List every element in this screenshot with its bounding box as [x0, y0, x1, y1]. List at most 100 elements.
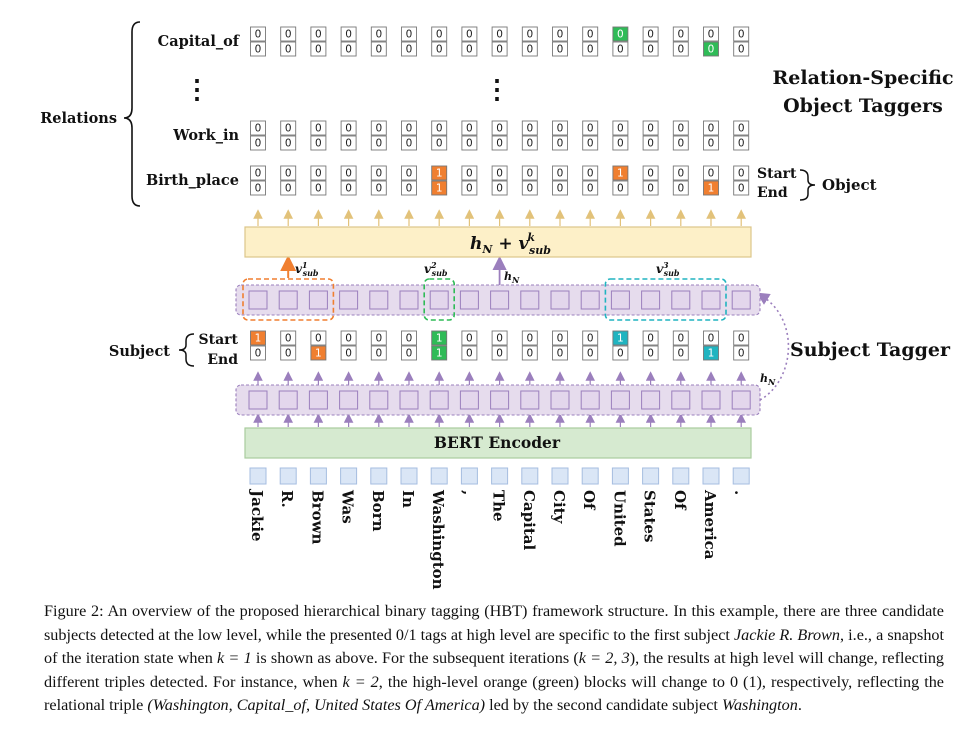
- tag-value: 0: [406, 168, 413, 180]
- token-embedding: [249, 467, 267, 485]
- tag-value: 0: [617, 29, 624, 41]
- tag-value: 1: [436, 333, 443, 345]
- relation-end-tag: 0: [521, 135, 538, 151]
- relation-end-tag: 0: [642, 180, 659, 196]
- tag-value: 0: [708, 29, 715, 41]
- caption-math: k = 2: [342, 672, 379, 691]
- relation-end-tag: 0: [612, 135, 629, 151]
- token-embedding: [702, 467, 720, 485]
- token-label: Was: [339, 489, 357, 524]
- token-embedding: [611, 467, 629, 485]
- subject-end-tag: 0: [250, 345, 266, 361]
- caption-part: , i.e., a snapshot of the iteration stat…: [44, 625, 945, 668]
- relation-start-tag: 0: [491, 26, 508, 42]
- tag-value: 0: [496, 29, 503, 41]
- tag-value: 0: [466, 29, 473, 41]
- vdots-center: ⋮: [484, 75, 510, 105]
- caption-part: , the high-level orange (green) blocks w…: [44, 672, 944, 715]
- tag-value: 1: [617, 168, 624, 180]
- tag-value: 0: [557, 138, 564, 150]
- token-label: Of: [671, 490, 689, 511]
- relation-end-tag: 0: [310, 180, 327, 196]
- candidate-subject-1-box: [242, 278, 335, 321]
- subject-start-tag: 0: [401, 330, 417, 346]
- relation-end-tag: 0: [491, 180, 508, 196]
- relation-name: Birth_place: [146, 172, 239, 189]
- subject-end-tag: 1: [703, 345, 719, 361]
- tag-value: 0: [466, 44, 473, 56]
- subject-brace: [178, 333, 195, 367]
- subject-start-tag: 0: [552, 330, 568, 346]
- tag-value: 0: [738, 138, 745, 150]
- subject-start-tag: 0: [672, 330, 689, 346]
- relation-end-tag: 0: [672, 41, 689, 57]
- relation-start-tag: 0: [401, 165, 417, 181]
- relation-end-tag: 0: [401, 180, 417, 196]
- tag-value: 0: [587, 44, 594, 56]
- tag-value: 0: [496, 123, 503, 135]
- tag-value: 0: [345, 29, 352, 41]
- tag-value: 0: [708, 138, 715, 150]
- tag-value: 0: [345, 138, 352, 150]
- tag-value: 0: [677, 333, 684, 345]
- hidden-state-cell: [248, 390, 268, 410]
- hidden-state-cell: [520, 390, 540, 410]
- relation-end-tag: 0: [612, 180, 629, 196]
- hidden-state-cell: [731, 390, 751, 410]
- subject-end-tag: 0: [582, 345, 599, 361]
- tag-value: 0: [587, 29, 594, 41]
- tag-value: 0: [466, 183, 473, 195]
- tag-value: 0: [557, 44, 564, 56]
- tag-value: 0: [496, 44, 503, 56]
- subject-start-tag: 0: [310, 330, 327, 346]
- tag-value: 0: [526, 123, 533, 135]
- tag-value: 0: [375, 123, 382, 135]
- relation-end-tag: 0: [431, 41, 448, 57]
- tag-value: 0: [738, 123, 745, 135]
- relation-start-tag: 0: [280, 26, 297, 42]
- token-label: United: [610, 490, 628, 547]
- tag-value: 0: [526, 348, 533, 360]
- relation-start-tag: 0: [491, 165, 508, 181]
- tag-value: 0: [375, 44, 382, 56]
- relation-end-tag: 0: [340, 180, 357, 196]
- tag-value: 0: [677, 138, 684, 150]
- hn-side-label: hN: [760, 372, 776, 387]
- relation-end-tag: 0: [491, 41, 508, 57]
- relation-end-tag: 0: [280, 135, 297, 151]
- token-embedding: [430, 467, 448, 485]
- tag-value: 0: [375, 138, 382, 150]
- subject-end-tag: 0: [401, 345, 417, 361]
- relation-end-tag: 0: [401, 41, 417, 57]
- relation-start-tag: 0: [521, 26, 538, 42]
- subject-tagger-title: Subject Tagger: [790, 339, 951, 361]
- token-embedding: [279, 467, 297, 485]
- tag-value: 0: [315, 29, 322, 41]
- relation-start-tag: 0: [461, 165, 478, 181]
- tag-value: 0: [557, 168, 564, 180]
- relation-start-tag: 0: [582, 165, 599, 181]
- relation-end-tag: 0: [310, 41, 327, 57]
- tag-value: 0: [255, 123, 262, 135]
- relation-start-tag: 0: [310, 165, 327, 181]
- tag-value: 0: [285, 348, 292, 360]
- subject-end-label: End: [207, 352, 238, 368]
- relation-start-tag: 0: [703, 26, 719, 42]
- subject-start-tag: 1: [431, 330, 448, 346]
- tag-value: 0: [587, 333, 594, 345]
- hidden-state-cell: [399, 390, 419, 410]
- token-label: Born: [369, 490, 387, 532]
- token-label: In: [399, 490, 417, 508]
- tag-value: 0: [647, 44, 654, 56]
- candidate-subject-2-box: [423, 278, 456, 321]
- tag-value: 0: [406, 183, 413, 195]
- relation-start-tag: 0: [642, 26, 659, 42]
- tag-value: 0: [677, 348, 684, 360]
- caption-part: Figure 2: An overview of the proposed hi…: [44, 602, 944, 644]
- tag-value: 0: [677, 44, 684, 56]
- tag-value: 0: [647, 333, 654, 345]
- relation-start-tag: 0: [733, 165, 750, 181]
- figure-caption: Figure 2: An overview of the proposed hi…: [44, 600, 944, 718]
- tag-value: 0: [345, 168, 352, 180]
- tag-value: 0: [526, 168, 533, 180]
